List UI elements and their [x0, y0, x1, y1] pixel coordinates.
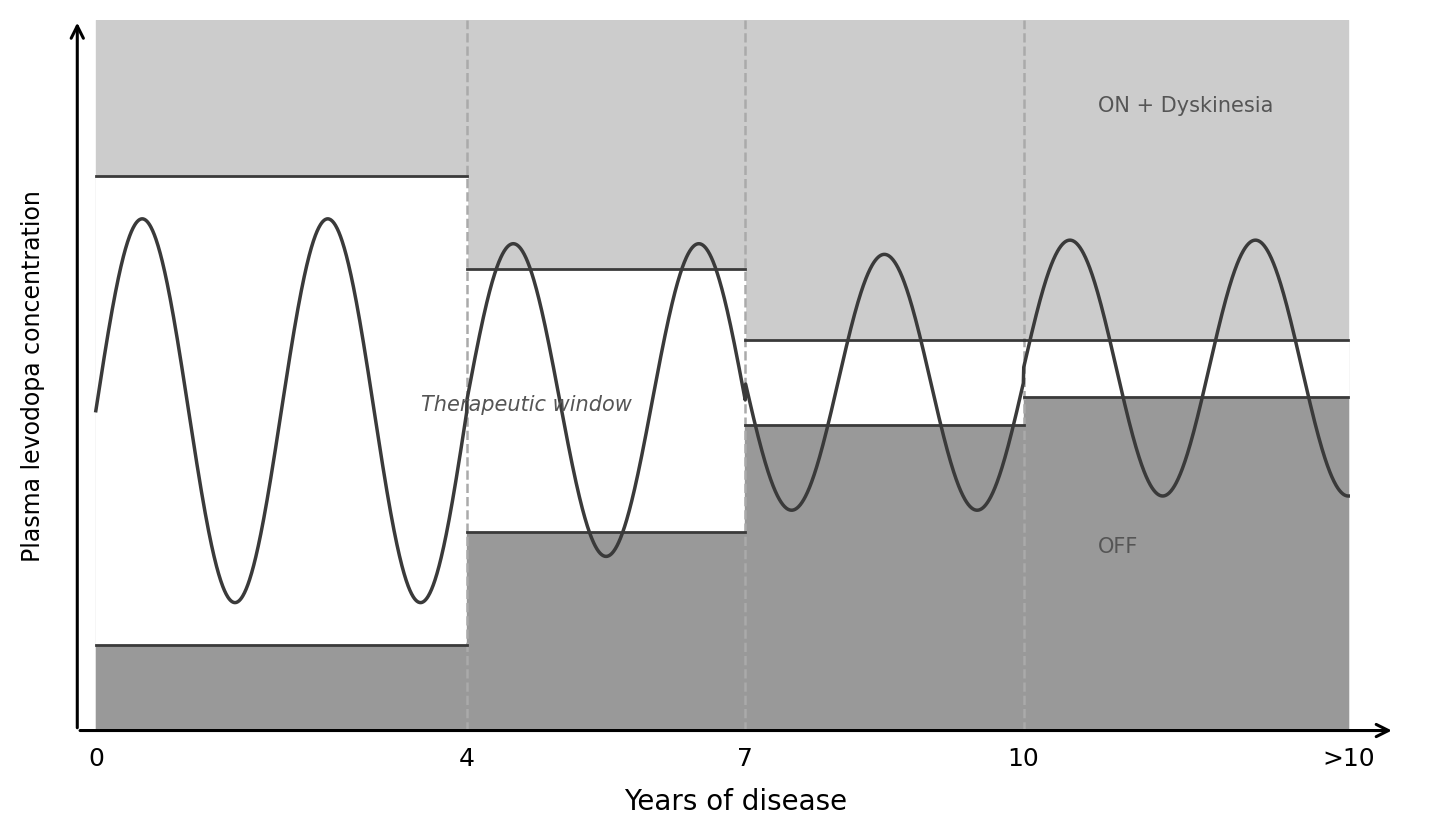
Y-axis label: Plasma levodopa concentration: Plasma levodopa concentration	[22, 190, 44, 562]
Text: ON + Dyskinesia: ON + Dyskinesia	[1098, 96, 1273, 116]
X-axis label: Years of disease: Years of disease	[624, 788, 847, 815]
Text: Therapeutic window: Therapeutic window	[420, 394, 631, 414]
Text: OFF: OFF	[1098, 536, 1139, 556]
